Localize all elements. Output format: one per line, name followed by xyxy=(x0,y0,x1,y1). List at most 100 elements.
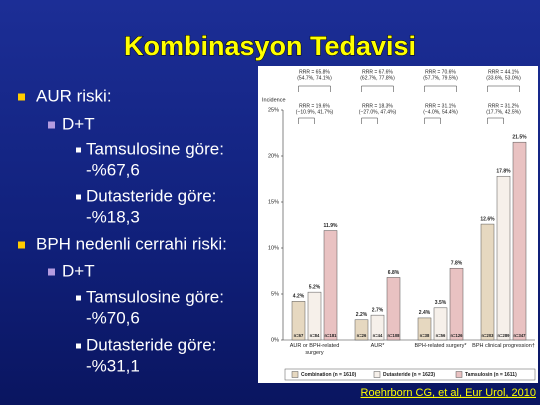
y-tick-label: 10% xyxy=(268,245,279,251)
legend-swatch xyxy=(291,371,299,378)
y-tick-label: 5% xyxy=(271,291,279,297)
bullet-marker xyxy=(18,241,25,249)
n-label: n=26 xyxy=(357,333,367,338)
bullet-text: -%70,6 xyxy=(86,308,140,327)
value-label: 2.4% xyxy=(419,310,431,316)
rrr-label: RRR = 44.1% xyxy=(488,69,519,75)
rrr-label: RRR = 18.3% xyxy=(362,103,393,109)
n-label: n=38 xyxy=(420,333,430,338)
bar xyxy=(323,230,338,341)
value-label: 7.8% xyxy=(451,261,463,267)
bullet-marker xyxy=(18,93,25,101)
n-label: n=289 xyxy=(498,333,511,338)
bar xyxy=(307,291,322,341)
rrr-label: (54.7%, 74.1%) xyxy=(297,75,332,81)
bar xyxy=(480,223,495,341)
rrr-bracket xyxy=(298,117,315,124)
legend-label: Tamsulosin (n = 1611) xyxy=(465,372,517,378)
rrr-label: (33.6%, 53.0%) xyxy=(486,75,521,81)
rrr-label: RRR = 67.6% xyxy=(362,69,393,75)
legend-label: Combination (n = 1610) xyxy=(301,372,356,378)
bar xyxy=(354,319,369,341)
rrr-label: (57.7%, 79.5%) xyxy=(423,75,458,81)
legend-swatch xyxy=(373,371,381,378)
value-label: 2.2% xyxy=(356,312,368,318)
n-label: n=108 xyxy=(388,333,401,338)
bullet-marker xyxy=(48,268,55,276)
bullet-text: AUR riski: xyxy=(36,86,112,105)
bullet-marker xyxy=(48,121,55,129)
citation: Roehrborn CG, et al, Eur Urol, 2010 xyxy=(361,387,536,399)
n-label: n=67 xyxy=(294,333,304,338)
n-label: n=347 xyxy=(514,333,527,338)
n-label: n=84 xyxy=(310,333,320,338)
rrr-bracket xyxy=(424,117,441,124)
rrr-bracket xyxy=(487,117,504,124)
bullet-text: Tamsulosine göre: xyxy=(86,139,224,158)
legend-label: Dutasteride (n = 1623) xyxy=(383,372,435,378)
y-tick-label: 20% xyxy=(268,153,279,159)
bar xyxy=(417,317,432,341)
bullet-marker xyxy=(76,295,81,301)
x-tick-label-box: AUR* xyxy=(370,343,385,349)
x-tick-label: BPH clinical progression† xyxy=(472,343,535,349)
bar xyxy=(386,277,401,341)
n-label: n=126 xyxy=(451,333,464,338)
bullet-text: Dutasteride göre: xyxy=(86,335,216,354)
value-label: 3.5% xyxy=(435,300,447,306)
n-label: n=181 xyxy=(325,333,338,338)
x-tick-label: AUR or BPH-related surgery xyxy=(289,343,340,356)
rrr-bracket xyxy=(298,85,331,92)
bar xyxy=(433,307,448,341)
rrr-label: RRR = 19.6% xyxy=(299,103,330,109)
y-tick-label: 15% xyxy=(268,199,279,205)
bullet-text: -%31,1 xyxy=(86,356,140,375)
rrr-label: RRR = 65.8% xyxy=(299,69,330,75)
slide-title: Kombinasyon Tedavisi xyxy=(124,31,416,61)
n-label: n=56 xyxy=(436,333,446,338)
x-tick-label-box: BPH-related surgery* xyxy=(414,343,467,349)
value-label: 5.2% xyxy=(309,284,321,290)
bar xyxy=(496,175,511,341)
bullet-text: Tamsulosine göre: xyxy=(86,287,224,306)
rrr-label: (−4.0%, 54.4%) xyxy=(423,109,458,115)
value-label: 11.9% xyxy=(324,223,338,229)
bullet-marker xyxy=(76,194,81,200)
rrr-label: (−27.0%, 47.4%) xyxy=(359,109,397,115)
bullet-text: -%67,6 xyxy=(86,160,140,179)
bar xyxy=(449,267,464,341)
value-label: 21.5% xyxy=(512,135,527,141)
rrr-label: RRR = 31.2% xyxy=(488,103,519,109)
y-tick-label: 25% xyxy=(268,107,279,113)
x-tick-label-box: BPH clinical progression† xyxy=(472,343,535,349)
rrr-label: (17.7%, 42.5%) xyxy=(486,109,521,115)
bullet-marker xyxy=(76,147,81,153)
y-axis-label: Incidence xyxy=(262,97,286,103)
rrr-bracket xyxy=(487,85,520,92)
rrr-bracket xyxy=(361,117,378,124)
bullet-marker xyxy=(76,343,81,349)
bullet-text: BPH nedenli cerrahi riski: xyxy=(36,234,227,253)
y-tick-label: 0% xyxy=(271,337,279,343)
legend-box xyxy=(284,368,536,381)
bullet-text: D+T xyxy=(62,114,95,133)
rrr-bracket xyxy=(361,85,394,92)
rrr-label: (62.7%, 77.8%) xyxy=(360,75,395,81)
legend-swatch xyxy=(455,371,463,378)
value-label: 6.8% xyxy=(388,270,400,276)
value-label: 4.2% xyxy=(293,294,305,300)
value-label: 17.8% xyxy=(496,169,511,175)
x-tick-label-box: AUR or BPH-related surgery xyxy=(289,343,340,356)
rrr-label: RRR = 70.6% xyxy=(425,69,456,75)
bullet-text: D+T xyxy=(62,261,95,280)
x-tick-label: BPH-related surgery* xyxy=(414,343,467,349)
rrr-label: (−10.9%, 41.7%) xyxy=(296,109,334,115)
bullet-text: Dutasteride göre: xyxy=(86,186,216,205)
x-tick-label: AUR* xyxy=(370,343,385,349)
rrr-label: RRR = 31.1% xyxy=(425,103,456,109)
value-label: 12.6% xyxy=(480,216,495,222)
rrr-bracket xyxy=(424,85,457,92)
bar xyxy=(291,301,306,341)
